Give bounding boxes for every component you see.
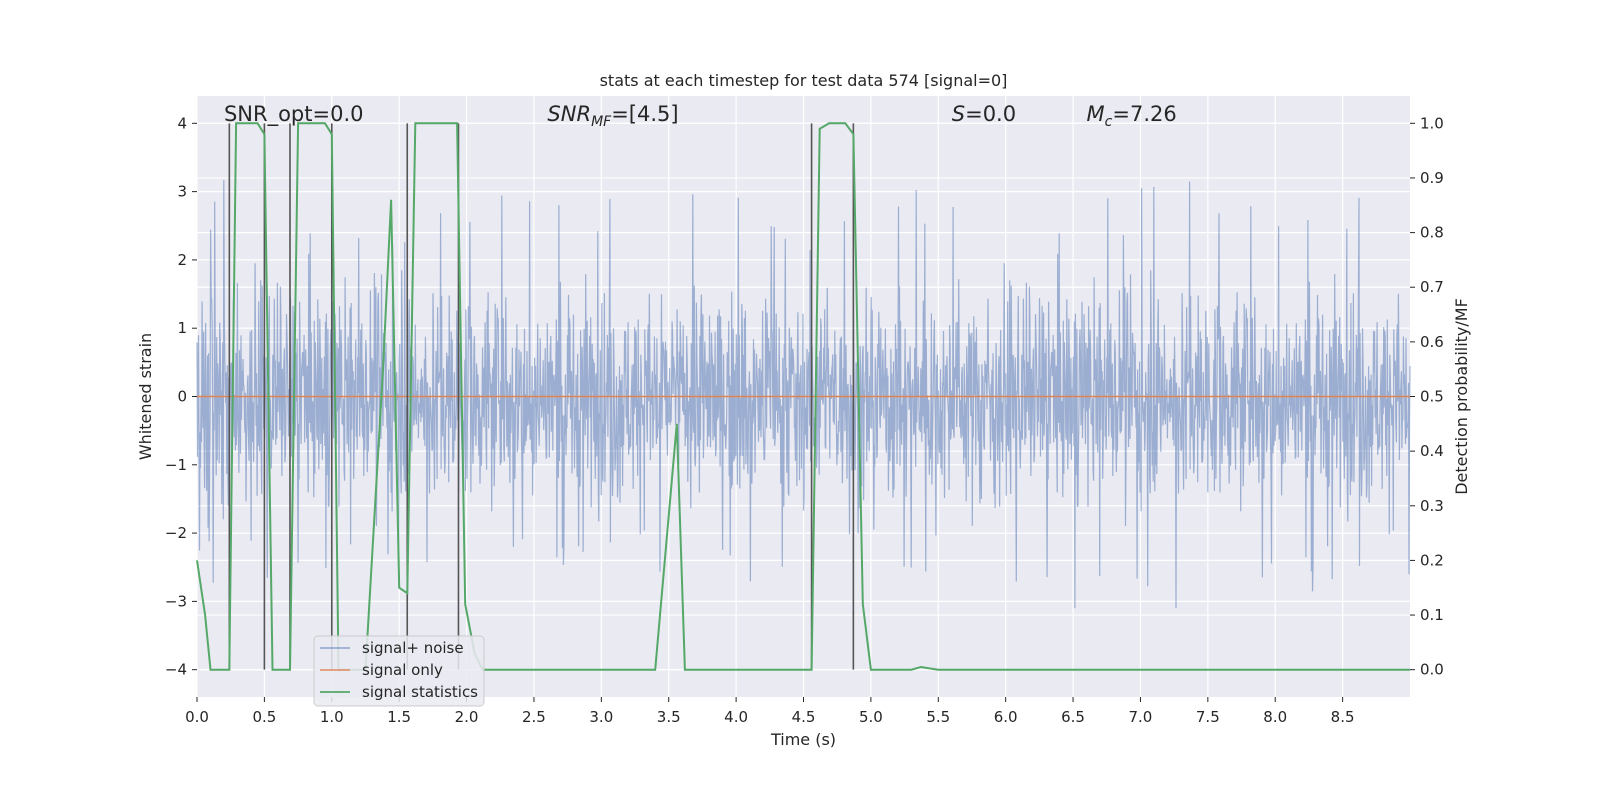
legend-label: signal only bbox=[362, 661, 443, 679]
y2-tick-label: 0.3 bbox=[1420, 497, 1444, 515]
vertical-markers bbox=[228, 123, 855, 670]
x-tick-label: 5.5 bbox=[926, 708, 950, 726]
signal-statistics-series bbox=[196, 122, 1410, 671]
x-tick-label: 6.0 bbox=[994, 708, 1018, 726]
y2-axis-label: Detection probability/MF bbox=[1452, 298, 1471, 495]
x-tick-label: 4.5 bbox=[792, 708, 816, 726]
x-tick-label: 3.0 bbox=[589, 708, 613, 726]
y-tick-label: 2 bbox=[177, 251, 187, 269]
x-axis-label: Time (s) bbox=[770, 730, 836, 749]
annotation-2: S=0.0 bbox=[952, 102, 1016, 126]
legend: signal+ noise signal only signal statistic… bbox=[313, 635, 485, 707]
annotation-3: Mc=7.26 bbox=[1087, 102, 1177, 130]
x-tick-label: 3.5 bbox=[657, 708, 681, 726]
x-tick-label: 2.0 bbox=[455, 708, 479, 726]
x-tick-label: 4.0 bbox=[724, 708, 748, 726]
y-tick-label: 0 bbox=[177, 388, 187, 406]
y2-tick-label: 0.5 bbox=[1420, 388, 1444, 406]
x-tick-label: 0.0 bbox=[185, 708, 209, 726]
y2-tick-label: 0.8 bbox=[1420, 224, 1444, 242]
y2-tick-label: 0.4 bbox=[1420, 442, 1444, 460]
x-tick-label: 5.0 bbox=[859, 708, 883, 726]
y-tick-label: 4 bbox=[177, 114, 187, 132]
y2-tick-label: 0.7 bbox=[1420, 278, 1444, 296]
y2-tick-label: 0.2 bbox=[1420, 551, 1444, 569]
y-tick-label: −2 bbox=[165, 524, 187, 542]
chart-title: stats at each timestep for test data 574… bbox=[600, 71, 1008, 90]
annotation-0: SNR_opt=0.0 bbox=[224, 102, 364, 127]
signal-noise-series bbox=[196, 179, 1411, 609]
y2-tick-label: 0.9 bbox=[1420, 169, 1444, 187]
x-tick-label: 7.0 bbox=[1129, 708, 1153, 726]
x-tick-label: 2.5 bbox=[522, 708, 546, 726]
legend-box bbox=[313, 635, 485, 707]
y-tick-label: 1 bbox=[177, 319, 187, 337]
y-tick-label: 3 bbox=[177, 183, 187, 201]
x-tick-label: 0.5 bbox=[252, 708, 276, 726]
y-tick-label: −3 bbox=[165, 592, 187, 610]
x-tick-label: 1.0 bbox=[320, 708, 344, 726]
y2-tick-label: 0.6 bbox=[1420, 333, 1444, 351]
annotation-1: SNRMF=[4.5] bbox=[547, 102, 678, 130]
y2-axis-ticks: 1.0 0.9 0.8 0.7 0.6 0.5 0.4 0.3 0.2 0.1 0.0 bbox=[1410, 114, 1444, 679]
legend-label: signal statistics bbox=[362, 683, 478, 701]
y-tick-label: −4 bbox=[165, 661, 187, 679]
x-tick-label: 1.5 bbox=[387, 708, 411, 726]
signal-statistics-line bbox=[196, 122, 1410, 671]
y2-tick-label: 0.0 bbox=[1420, 661, 1444, 679]
x-tick-label: 8.0 bbox=[1263, 708, 1287, 726]
x-axis-ticks: 0.0 0.5 1.0 1.5 2.0 2.5 3.0 3.5 4.0 4.5 5.0 5.5 6.0 6… bbox=[185, 697, 1355, 726]
y2-tick-label: 1.0 bbox=[1420, 114, 1444, 132]
annotations: SNR_opt=0.0 SNRMF=[4.5] S=0.0 Mc=7.26 bbox=[224, 102, 1177, 130]
y-axis-ticks: 4 3 2 1 0 −1 −2 −3 −4 bbox=[165, 114, 197, 679]
x-tick-label: 7.5 bbox=[1196, 708, 1220, 726]
x-tick-label: 6.5 bbox=[1061, 708, 1085, 726]
legend-label: signal+ noise bbox=[362, 639, 464, 657]
x-tick-label: 8.5 bbox=[1331, 708, 1355, 726]
y-axis-label: Whitened strain bbox=[136, 333, 155, 460]
y2-tick-label: 0.1 bbox=[1420, 606, 1444, 624]
signal-noise-line bbox=[196, 179, 1411, 609]
y-tick-label: −1 bbox=[165, 456, 187, 474]
